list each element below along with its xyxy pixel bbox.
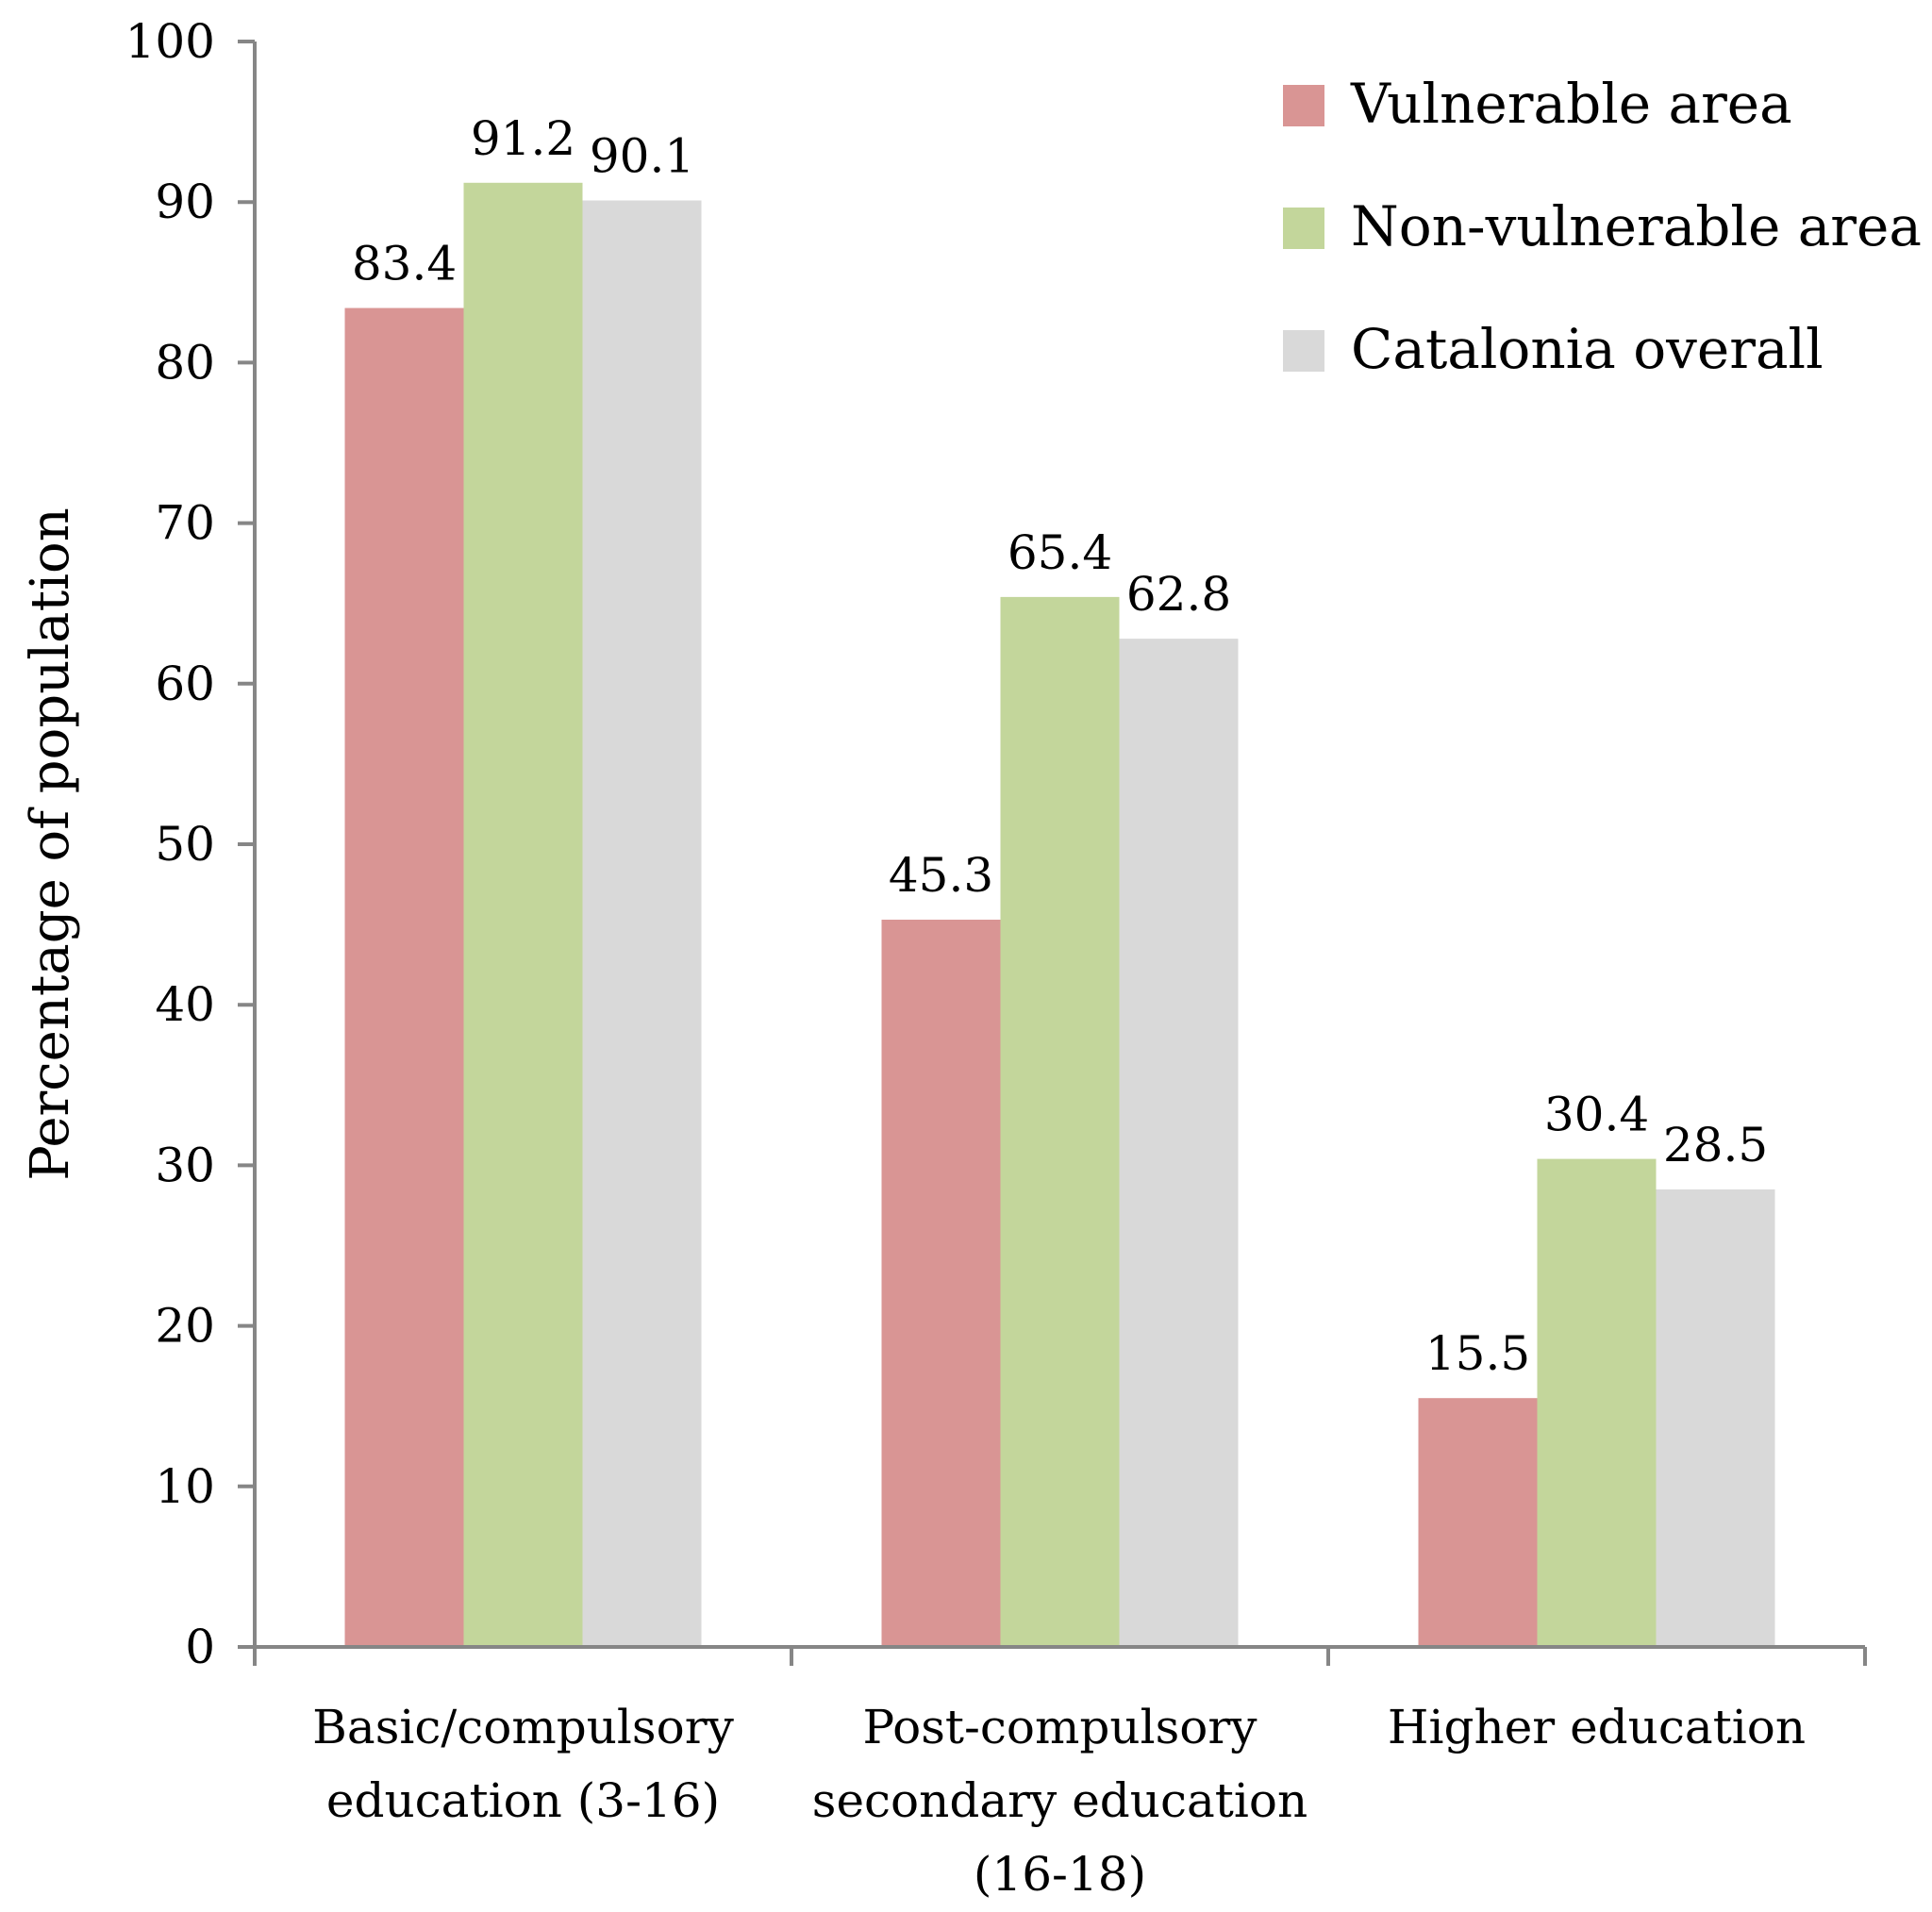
bar-0-0 bbox=[344, 308, 464, 1648]
y-tick-label-10: 100 bbox=[125, 14, 215, 69]
y-tick-label-6: 60 bbox=[155, 657, 215, 711]
data-label-2-0: 15.5 bbox=[1425, 1326, 1530, 1381]
category-label-line: secondary education bbox=[812, 1773, 1307, 1828]
category-label-line: education (3-16) bbox=[326, 1773, 720, 1828]
y-tick-label-0: 0 bbox=[185, 1620, 215, 1674]
legend-label-1: Non-vulnerable area bbox=[1351, 194, 1922, 258]
bar-0-1 bbox=[463, 182, 583, 1647]
category-label-0: Basic/compulsory education (3-16) bbox=[312, 1700, 734, 1828]
category-label-1: Post-compulsory secondary education (16-18… bbox=[812, 1700, 1307, 1902]
y-tick-label-4: 40 bbox=[155, 977, 215, 1032]
data-label-1-2: 62.8 bbox=[1126, 567, 1231, 622]
bar-1-0 bbox=[881, 919, 1001, 1647]
category-label-line: Post-compulsory bbox=[863, 1700, 1258, 1754]
data-label-0-0: 83.4 bbox=[352, 237, 457, 291]
legend-swatch-2 bbox=[1283, 330, 1324, 372]
legend-label-2: Catalonia overall bbox=[1351, 317, 1824, 381]
category-label-2: Higher education bbox=[1388, 1700, 1806, 1754]
y-tick-label-9: 90 bbox=[155, 175, 215, 229]
bar-0-2 bbox=[582, 200, 702, 1647]
category-label-line: Higher education bbox=[1388, 1700, 1806, 1754]
category-label-line: Basic/compulsory bbox=[312, 1700, 734, 1754]
y-tick-label-5: 50 bbox=[155, 817, 215, 872]
legend-label-0: Vulnerable area bbox=[1350, 72, 1792, 136]
data-label-0-1: 91.2 bbox=[471, 111, 575, 166]
bar-1-2 bbox=[1119, 639, 1239, 1647]
y-tick-label-3: 30 bbox=[155, 1138, 215, 1192]
bar-2-2 bbox=[1656, 1189, 1775, 1647]
data-label-0-2: 90.1 bbox=[590, 128, 694, 183]
data-label-1-0: 45.3 bbox=[889, 848, 993, 903]
category-label-line: (16-18) bbox=[974, 1847, 1146, 1902]
legend: Vulnerable area Non-vulnerable area Catalo… bbox=[1283, 72, 1922, 381]
legend-swatch-1 bbox=[1283, 208, 1324, 249]
y-tick-label-1: 10 bbox=[155, 1459, 215, 1514]
data-label-2-2: 28.5 bbox=[1663, 1118, 1768, 1172]
y-axis-title: Percentage of population bbox=[20, 507, 81, 1181]
data-label-1-1: 65.4 bbox=[1008, 525, 1112, 580]
y-tick-label-7: 70 bbox=[155, 496, 215, 551]
bar-2-0 bbox=[1418, 1398, 1538, 1647]
bar-1-1 bbox=[1000, 596, 1120, 1647]
plot-area: 83.4 91.2 90.1 45.3 65.4 62.8 15.5 30.4 28.5 0 10 2… bbox=[125, 14, 1867, 1902]
data-label-2-1: 30.4 bbox=[1544, 1088, 1649, 1142]
legend-swatch-0 bbox=[1283, 85, 1324, 126]
bar-2-1 bbox=[1537, 1158, 1657, 1647]
y-tick-label-2: 20 bbox=[155, 1299, 215, 1354]
y-tick-label-8: 80 bbox=[155, 335, 215, 390]
